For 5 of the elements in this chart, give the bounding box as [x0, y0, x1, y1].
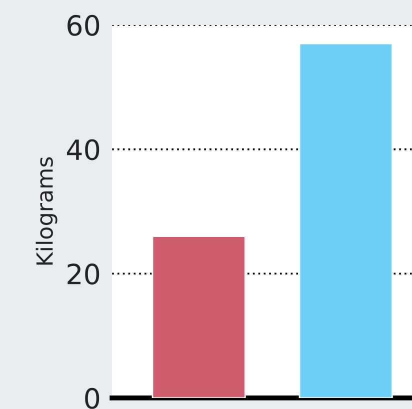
y-tick-label: 0	[85, 388, 100, 409]
y-tick-label: 60	[68, 14, 100, 36]
y-axis-title: Kilograms	[36, 157, 58, 265]
y-tick-label: 20	[68, 264, 100, 285]
y-tick-label: 40	[66, 139, 100, 160]
